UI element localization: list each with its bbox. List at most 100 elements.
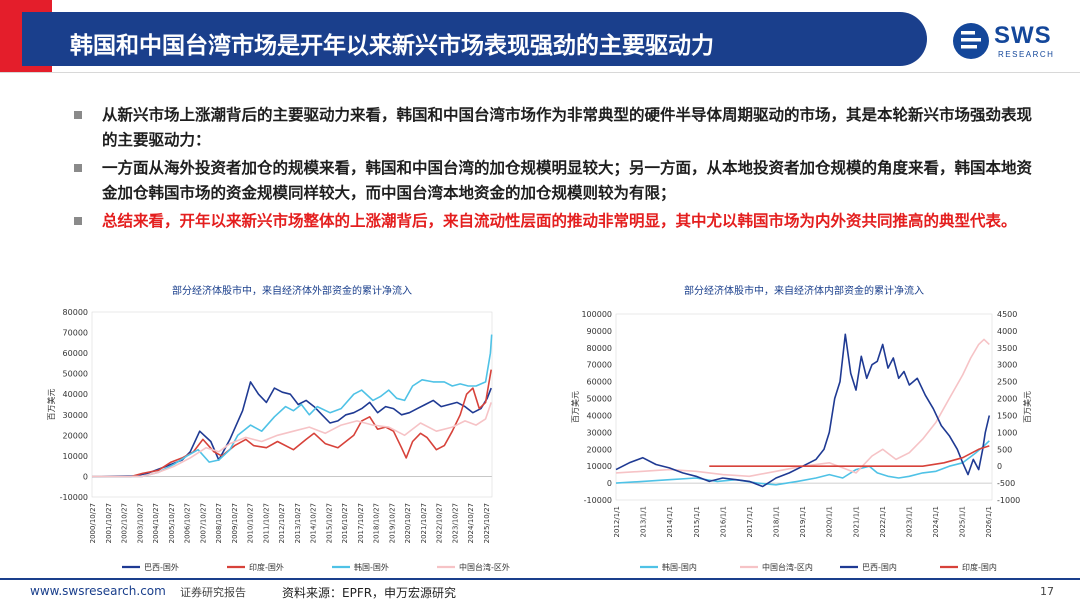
legend-label: 巴西-国内 bbox=[862, 562, 897, 572]
y-tick-label: 60000 bbox=[63, 349, 88, 358]
x-tick-label: 2011/10/27 bbox=[262, 503, 270, 543]
x-tick-label: 2023/1/1 bbox=[905, 506, 913, 537]
bullet-text: 总结来看，开年以来新兴市场整体的上涨潮背后，来自流动性层面的推动非常明显，其中尤… bbox=[102, 212, 1017, 230]
x-tick-label: 2026/1/1 bbox=[985, 506, 993, 537]
x-tick-label: 2009/10/27 bbox=[231, 503, 239, 543]
legend-label: 韩国-国内 bbox=[662, 562, 697, 572]
y2-tick-label: -500 bbox=[997, 479, 1015, 488]
y-tick-label: 10000 bbox=[63, 452, 88, 461]
series-line bbox=[92, 334, 493, 478]
bullet-square-icon bbox=[74, 164, 82, 172]
x-tick-label: 2004/10/27 bbox=[152, 503, 160, 543]
logo-subtext: RESEARCH bbox=[998, 50, 1055, 59]
x-tick-label: 2024/10/27 bbox=[467, 503, 475, 543]
x-tick-label: 2017/1/1 bbox=[746, 506, 754, 537]
bullet-item: 从新兴市场上涨潮背后的主要驱动力来看，韩国和中国台湾市场作为非常典型的硬件半导体… bbox=[72, 103, 1032, 153]
x-tick-label: 2018/10/27 bbox=[373, 503, 381, 543]
y-tick-label: 50000 bbox=[63, 370, 88, 379]
x-tick-label: 2005/10/27 bbox=[168, 503, 176, 543]
x-tick-label: 2017/10/27 bbox=[357, 503, 365, 543]
sws-logo-icon bbox=[953, 23, 989, 59]
y-tick-label: 50000 bbox=[587, 395, 612, 404]
y2-tick-label: 3500 bbox=[997, 344, 1017, 353]
series-line bbox=[92, 402, 492, 478]
title-bar bbox=[22, 12, 927, 66]
x-tick-label: 2010/10/27 bbox=[247, 503, 255, 543]
footer-url[interactable]: www.swsresearch.com bbox=[30, 584, 166, 598]
x-tick-label: 2007/10/27 bbox=[199, 503, 207, 543]
x-tick-label: 2012/10/27 bbox=[278, 503, 286, 543]
x-tick-label: 2023/10/27 bbox=[451, 503, 459, 543]
chart-title: 部分经济体股市中，来自经济体外部资金的累计净流入 bbox=[172, 284, 412, 297]
bullet-square-icon bbox=[74, 111, 82, 119]
y-tick-label: 70000 bbox=[587, 361, 612, 370]
y-tick-label: 40000 bbox=[587, 411, 612, 420]
y2-tick-label: 2500 bbox=[997, 378, 1017, 387]
series-line bbox=[615, 440, 990, 486]
y2-tick-label: 4500 bbox=[997, 310, 1017, 319]
y-tick-label: 40000 bbox=[63, 390, 88, 399]
x-tick-label: 2018/1/1 bbox=[773, 506, 781, 537]
bullet-text: 从新兴市场上涨潮背后的主要驱动力来看，韩国和中国台湾市场作为非常典型的硬件半导体… bbox=[102, 106, 1033, 149]
y-axis-label: 百万美元 bbox=[570, 391, 580, 423]
series-line bbox=[615, 333, 991, 488]
x-tick-label: 2020/1/1 bbox=[826, 506, 834, 537]
bullet-text: 一方面从海外投资者加仓的规模来看，韩国和中国台湾的加仓规模明显较大；另一方面，从… bbox=[102, 159, 1033, 202]
x-tick-label: 2016/10/27 bbox=[341, 503, 349, 543]
bullet-item-highlight: 总结来看，开年以来新兴市场整体的上涨潮背后，来自流动性层面的推动非常明显，其中尤… bbox=[72, 209, 1032, 234]
x-tick-label: 2022/10/27 bbox=[436, 503, 444, 543]
x-tick-label: 2013/1/1 bbox=[640, 506, 648, 537]
x-tick-label: 2014/10/27 bbox=[310, 503, 318, 543]
legend-label: 中国台湾-区内 bbox=[762, 562, 813, 572]
plot-area bbox=[91, 311, 493, 498]
x-tick-label: 2003/10/27 bbox=[136, 503, 144, 543]
x-tick-label: 2019/10/27 bbox=[388, 503, 396, 543]
y2-tick-label: 3000 bbox=[997, 361, 1017, 370]
y-tick-label: 10000 bbox=[587, 462, 612, 471]
y-tick-label: 0 bbox=[83, 472, 88, 481]
y2-tick-label: 1000 bbox=[997, 428, 1017, 437]
x-tick-label: 2001/10/27 bbox=[105, 503, 113, 543]
x-tick-label: 2006/10/27 bbox=[184, 503, 192, 543]
y-tick-label: 30000 bbox=[587, 428, 612, 437]
y2-tick-label: 2000 bbox=[997, 395, 1017, 404]
x-tick-label: 2025/10/27 bbox=[483, 503, 491, 543]
x-tick-label: 2012/1/1 bbox=[613, 506, 621, 537]
y-tick-label: 30000 bbox=[63, 411, 88, 420]
logo-text: SWS bbox=[994, 22, 1052, 49]
series-line bbox=[615, 338, 990, 478]
y-tick-label: 20000 bbox=[587, 445, 612, 454]
footer-divider bbox=[0, 578, 1080, 580]
y-tick-label: 60000 bbox=[587, 378, 612, 387]
x-tick-label: 2013/10/27 bbox=[294, 503, 302, 543]
y-tick-label: 80000 bbox=[63, 308, 88, 317]
slide-title: 韩国和中国台湾市场是开年以来新兴市场表现强劲的主要驱动力 bbox=[70, 33, 714, 59]
bullet-list: 从新兴市场上涨潮背后的主要驱动力来看，韩国和中国台湾市场作为非常典型的硬件半导体… bbox=[72, 103, 1032, 237]
chart-external-inflows: 部分经济体股市中，来自经济体外部资金的累计净流入 -10000 0 10000 2000… bbox=[46, 284, 510, 572]
y-tick-label: 90000 bbox=[587, 327, 612, 336]
header-divider bbox=[0, 72, 1080, 73]
y-tick-label: -10000 bbox=[60, 493, 88, 502]
x-tick-label: 2000/10/27 bbox=[89, 503, 97, 543]
bullet-item: 一方面从海外投资者加仓的规模来看，韩国和中国台湾的加仓规模明显较大；另一方面，从… bbox=[72, 156, 1032, 206]
x-tick-label: 2025/1/1 bbox=[959, 506, 967, 537]
plot-area bbox=[615, 313, 993, 501]
y-tick-label: 80000 bbox=[587, 344, 612, 353]
x-tick-label: 2014/1/1 bbox=[666, 506, 674, 537]
y2-tick-label: 4000 bbox=[997, 327, 1017, 336]
y-axis-label: 百万美元 bbox=[46, 389, 56, 421]
x-tick-label: 2022/1/1 bbox=[879, 506, 887, 537]
y2-tick-label: -1000 bbox=[997, 496, 1020, 505]
legend-label: 韩国-国外 bbox=[354, 562, 389, 572]
chart-title: 部分经济体股市中，来自经济体内部资金的累计净流入 bbox=[684, 284, 924, 297]
x-tick-label: 2024/1/1 bbox=[932, 506, 940, 537]
x-tick-label: 2021/10/27 bbox=[420, 503, 428, 543]
y2-tick-label: 1500 bbox=[997, 411, 1017, 420]
y-tick-label: 0 bbox=[607, 479, 612, 488]
x-tick-label: 2016/1/1 bbox=[719, 506, 727, 537]
x-tick-label: 2008/10/27 bbox=[215, 503, 223, 543]
series-line bbox=[92, 369, 492, 478]
x-tick-label: 2015/1/1 bbox=[693, 506, 701, 537]
chart-domestic-inflows: 部分经济体股市中，来自经济体内部资金的累计净流入-100000100002000… bbox=[570, 284, 1032, 572]
footer-report-type: 证券研究报告 bbox=[180, 586, 246, 599]
